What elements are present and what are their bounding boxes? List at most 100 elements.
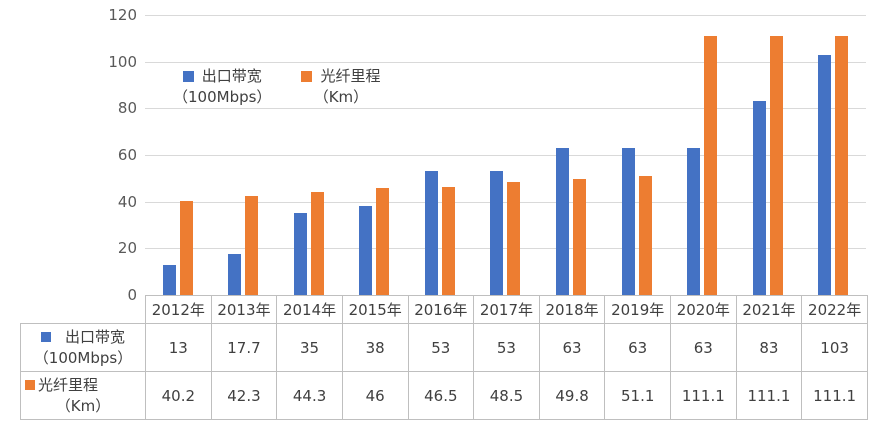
- gridline: [145, 201, 866, 203]
- bar-bandwidth-2018年: [556, 148, 570, 295]
- bar-fiber-2013年: [245, 196, 259, 295]
- legend: 出口带宽 （100Mbps） 光纤里程 （Km）: [173, 65, 380, 108]
- year-header-cell: 2012年: [145, 295, 212, 324]
- category-group-2015年: [342, 15, 408, 295]
- value-cell: 63: [670, 323, 737, 372]
- gridline: [145, 108, 866, 110]
- bar-fiber-2017年: [507, 181, 521, 295]
- bar-fiber-2022年: [835, 35, 849, 295]
- year-header-cell: 2018年: [538, 295, 606, 324]
- category-group-2019年: [604, 15, 670, 295]
- bar-fiber-2016年: [441, 186, 455, 295]
- plot-area: 出口带宽 （100Mbps） 光纤里程 （Km）: [145, 15, 866, 295]
- value-cell: 42.3: [210, 371, 278, 420]
- bar-fiber-2020年: [704, 35, 718, 295]
- year-header-cell: 2014年: [276, 295, 343, 324]
- value-cell: 63: [604, 323, 671, 372]
- value-cell: 111.1: [801, 371, 868, 420]
- bar-bandwidth-2022年: [818, 54, 832, 295]
- bar-fiber-2018年: [573, 178, 587, 295]
- bar-bandwidth-2020年: [687, 148, 701, 295]
- bandwidth-table-key-icon: [40, 332, 51, 342]
- value-cell: 48.5: [473, 371, 540, 420]
- legend-item-bandwidth: 出口带宽 （100Mbps）: [173, 65, 271, 108]
- value-cell: 53: [407, 323, 475, 372]
- value-cell: 49.8: [538, 371, 606, 420]
- value-cell: 40.2: [145, 371, 212, 420]
- legend-label-bandwidth: 出口带宽: [201, 67, 262, 85]
- category-group-2013年: [211, 15, 277, 295]
- value-cell: 83: [735, 323, 803, 372]
- value-cell: 51.1: [604, 371, 671, 420]
- bars-layer: [145, 15, 866, 295]
- bar-fiber-2014年: [310, 191, 324, 295]
- bar-bandwidth-2021年: [752, 101, 766, 295]
- bar-bandwidth-2016年: [424, 171, 438, 295]
- year-header-cell: 2017年: [473, 295, 540, 324]
- data-table: 2012年 2013年 2014年 2015年 2016年 2017年 2018年 2019年…: [20, 295, 868, 420]
- gridline: [145, 155, 866, 156]
- legend-line-fiber: 光纤里程: [301, 65, 380, 87]
- value-cell: 111.1: [670, 371, 737, 420]
- fiber-table-key-icon: [25, 380, 35, 390]
- year-header-cell: 2020年: [670, 295, 737, 324]
- gridline: [145, 15, 866, 16]
- y-axis-tick-label: 60: [117, 146, 137, 164]
- series-header-fiber: 光纤里程 （Km）: [20, 371, 146, 420]
- table-row-bandwidth: 出口带宽 （100Mbps） 13 17.7 35 38 53 53 63 63 63 83 103: [20, 323, 868, 372]
- y-axis-tick-label: 100: [108, 52, 137, 71]
- legend-unit-bandwidth: （100Mbps）: [173, 88, 272, 106]
- year-header-cell: 2013年: [210, 295, 278, 324]
- series-unit: （Km）: [55, 396, 111, 415]
- bar-fiber-2021年: [769, 35, 783, 295]
- bar-bandwidth-2013年: [228, 253, 242, 295]
- legend-label-fiber: 光纤里程: [320, 67, 381, 85]
- series-name: 光纤里程: [38, 375, 99, 394]
- year-header-cell: 2016年: [407, 295, 475, 324]
- category-group-2018年: [538, 15, 604, 295]
- legend-item-fiber: 光纤里程 （Km）: [301, 65, 380, 108]
- legend-unit-fiber: （Km）: [313, 88, 369, 106]
- category-group-2016年: [407, 15, 473, 295]
- category-group-2014年: [276, 15, 342, 295]
- series-unit: （100Mbps）: [33, 348, 133, 367]
- legend-line-bandwidth: 出口带宽: [182, 65, 262, 87]
- gridline: [145, 61, 866, 63]
- table-header-row: 2012年 2013年 2014年 2015年 2016年 2017年 2018年 2019年…: [20, 295, 868, 324]
- value-cell: 111.1: [735, 371, 803, 420]
- category-group-2017年: [473, 15, 539, 295]
- bar-fiber-2015年: [376, 187, 390, 295]
- bar-fiber-2012年: [179, 201, 193, 295]
- category-group-2020年: [669, 15, 735, 295]
- bar-bandwidth-2015年: [359, 206, 373, 295]
- y-axis-tick-label: 20: [117, 239, 137, 258]
- value-cell: 13: [145, 323, 212, 372]
- value-cell: 46.5: [407, 371, 475, 420]
- value-cell: 35: [276, 323, 343, 372]
- bar-bandwidth-2012年: [162, 264, 176, 295]
- bar-bandwidth-2014年: [293, 213, 307, 295]
- category-group-2022年: [800, 15, 866, 295]
- gridline: [145, 248, 866, 250]
- series-name: 出口带宽: [64, 327, 125, 346]
- value-cell: 103: [801, 323, 868, 372]
- value-cell: 44.3: [276, 371, 343, 420]
- y-axis-tick-label: 0: [127, 286, 137, 304]
- value-cell: 46: [341, 371, 409, 420]
- bar-bandwidth-2017年: [490, 171, 504, 295]
- y-axis-tick-label: 40: [117, 192, 137, 211]
- table-corner-blank: [20, 295, 146, 324]
- bandwidth-swatch-icon: [182, 70, 194, 82]
- table-row-fiber: 光纤里程 （Km） 40.2 42.3 44.3 46 46.5 48.5 49.8 51.1 11…: [20, 371, 868, 420]
- y-axis-tick-label: 80: [117, 99, 137, 118]
- series-header-bandwidth: 出口带宽 （100Mbps）: [20, 323, 146, 372]
- bar-fiber-2019年: [638, 175, 652, 295]
- year-header-cell: 2022年: [801, 295, 868, 324]
- value-cell: 53: [473, 323, 540, 372]
- category-group-2012年: [145, 15, 211, 295]
- value-cell: 17.7: [210, 323, 278, 372]
- value-cell: 38: [341, 323, 409, 372]
- year-header-cell: 2015年: [341, 295, 409, 324]
- y-axis-tick-label: 120: [108, 6, 137, 24]
